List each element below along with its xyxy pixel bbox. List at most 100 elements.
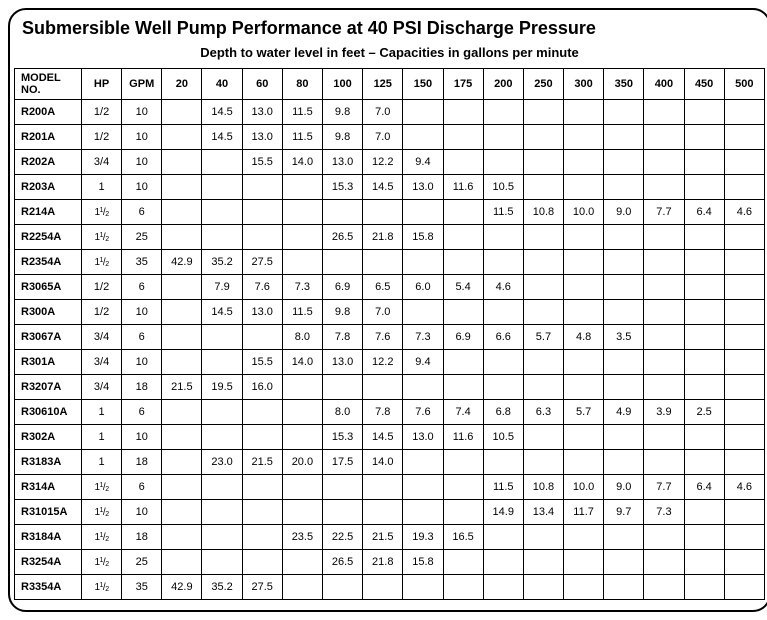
- value-cell: 21.5: [242, 450, 282, 475]
- value-cell: [604, 425, 644, 450]
- col-header: 500: [724, 69, 764, 100]
- value-cell: 7.7: [644, 475, 684, 500]
- value-cell: [242, 525, 282, 550]
- value-cell: 5.7: [564, 400, 604, 425]
- value-cell: 7.6: [242, 275, 282, 300]
- value-cell: 9.8: [322, 125, 362, 150]
- value-cell: [604, 225, 644, 250]
- gpm-cell: 18: [122, 375, 162, 400]
- model-cell: R300A: [15, 300, 82, 325]
- value-cell: 7.8: [322, 325, 362, 350]
- value-cell: 6.8: [483, 400, 523, 425]
- value-cell: [242, 175, 282, 200]
- value-cell: 42.9: [162, 575, 202, 600]
- model-cell: R3254A: [15, 550, 82, 575]
- value-cell: [604, 125, 644, 150]
- value-cell: [282, 425, 322, 450]
- gpm-cell: 18: [122, 525, 162, 550]
- value-cell: [322, 375, 362, 400]
- table-row: R202A3/41015.514.013.012.29.4: [15, 150, 765, 175]
- value-cell: [724, 500, 764, 525]
- value-cell: [644, 225, 684, 250]
- value-cell: [443, 500, 483, 525]
- table-row: R203A11015.314.513.011.610.5: [15, 175, 765, 200]
- value-cell: [644, 275, 684, 300]
- value-cell: 14.0: [282, 150, 322, 175]
- value-cell: [644, 575, 684, 600]
- hp-cell: 3/4: [81, 375, 121, 400]
- hp-cell: 11/2: [81, 250, 121, 275]
- gpm-cell: 25: [122, 550, 162, 575]
- value-cell: 7.9: [202, 275, 242, 300]
- value-cell: 13.0: [322, 350, 362, 375]
- value-cell: 4.6: [724, 200, 764, 225]
- hp-cell: 11/2: [81, 475, 121, 500]
- value-cell: 7.4: [443, 400, 483, 425]
- gpm-cell: 10: [122, 125, 162, 150]
- model-cell: R202A: [15, 150, 82, 175]
- value-cell: [363, 500, 403, 525]
- table-row: R314A11/2611.510.810.09.07.76.44.6: [15, 475, 765, 500]
- gpm-cell: 6: [122, 275, 162, 300]
- value-cell: [403, 125, 443, 150]
- value-cell: [724, 350, 764, 375]
- value-cell: [724, 425, 764, 450]
- value-cell: 3.5: [604, 325, 644, 350]
- model-cell: R201A: [15, 125, 82, 150]
- value-cell: [523, 225, 563, 250]
- model-cell: R301A: [15, 350, 82, 375]
- value-cell: 6.6: [483, 325, 523, 350]
- value-cell: [684, 550, 724, 575]
- value-cell: 27.5: [242, 250, 282, 275]
- hp-cell: 1/2: [81, 275, 121, 300]
- value-cell: [322, 500, 362, 525]
- value-cell: [684, 425, 724, 450]
- value-cell: 13.4: [523, 500, 563, 525]
- value-cell: [564, 125, 604, 150]
- value-cell: [202, 325, 242, 350]
- value-cell: 7.7: [644, 200, 684, 225]
- value-cell: 11.5: [483, 200, 523, 225]
- value-cell: [564, 525, 604, 550]
- value-cell: 14.9: [483, 500, 523, 525]
- value-cell: [162, 275, 202, 300]
- value-cell: 15.8: [403, 550, 443, 575]
- value-cell: [724, 575, 764, 600]
- gpm-cell: 6: [122, 325, 162, 350]
- gpm-cell: 10: [122, 350, 162, 375]
- value-cell: [523, 350, 563, 375]
- hp-cell: 1: [81, 400, 121, 425]
- value-cell: [724, 150, 764, 175]
- col-header: 40: [202, 69, 242, 100]
- value-cell: [363, 250, 403, 275]
- value-cell: [604, 350, 644, 375]
- value-cell: [724, 100, 764, 125]
- value-cell: [162, 550, 202, 575]
- value-cell: [202, 525, 242, 550]
- value-cell: 15.5: [242, 350, 282, 375]
- value-cell: 11.5: [282, 125, 322, 150]
- value-cell: 11.5: [282, 300, 322, 325]
- value-cell: 15.5: [242, 150, 282, 175]
- value-cell: [483, 575, 523, 600]
- value-cell: 6.5: [363, 275, 403, 300]
- value-cell: [443, 100, 483, 125]
- value-cell: [604, 450, 644, 475]
- value-cell: [242, 550, 282, 575]
- model-cell: R302A: [15, 425, 82, 450]
- hp-cell: 3/4: [81, 325, 121, 350]
- value-cell: 13.0: [322, 150, 362, 175]
- col-header: 175: [443, 69, 483, 100]
- value-cell: [202, 175, 242, 200]
- col-header: MODEL NO.: [15, 69, 82, 100]
- value-cell: [564, 550, 604, 575]
- value-cell: [523, 175, 563, 200]
- value-cell: 7.3: [282, 275, 322, 300]
- value-cell: 11.5: [483, 475, 523, 500]
- value-cell: [162, 475, 202, 500]
- value-cell: [644, 125, 684, 150]
- value-cell: 10.0: [564, 200, 604, 225]
- value-cell: [162, 350, 202, 375]
- value-cell: 12.2: [363, 150, 403, 175]
- value-cell: [242, 475, 282, 500]
